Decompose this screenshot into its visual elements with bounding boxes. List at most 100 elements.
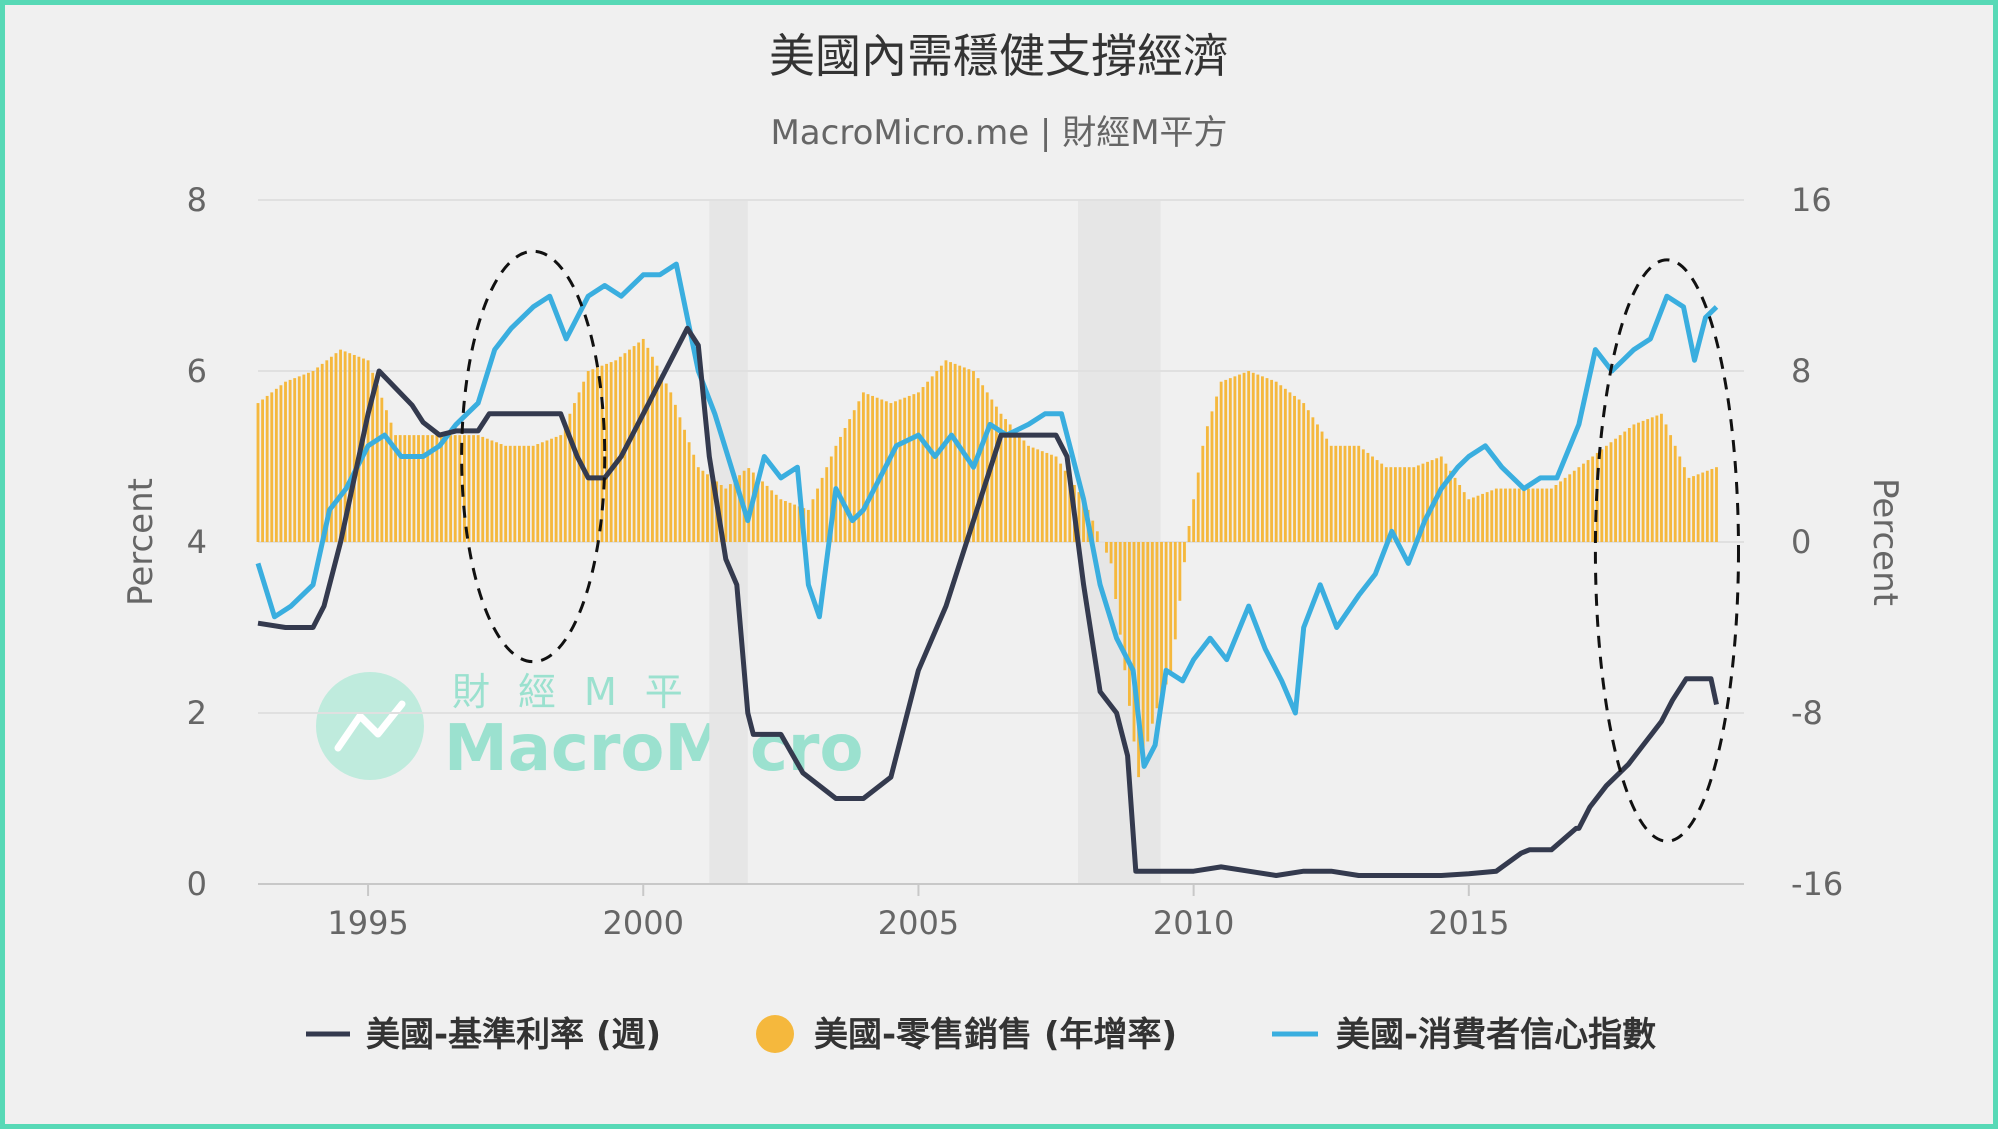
- confidence-line: [255, 261, 1719, 769]
- retail-bar-155: [967, 369, 971, 542]
- retail-bar-123: [820, 477, 824, 542]
- y-right-tick-label-4: 16: [1791, 181, 1832, 219]
- retail-bar-67: [563, 424, 567, 542]
- retail-bar-315: [1701, 472, 1705, 542]
- retail-bar-277: [1527, 488, 1530, 542]
- retail-bar-197: [1160, 542, 1163, 697]
- retail-bar-195: [1150, 542, 1154, 724]
- legend-label-rate: 美國-基準利率 (週): [366, 1015, 661, 1055]
- legend-label-confidence: 美國-消費者信心指數: [1336, 1015, 1656, 1055]
- retail-bar-101: [719, 485, 723, 542]
- retail-bar-296: [1614, 438, 1618, 542]
- retail-bar-93: [683, 429, 686, 542]
- retail-bar-114: [779, 499, 783, 542]
- retail-bar-4: [274, 388, 278, 542]
- retail-bar-237: [1343, 445, 1347, 542]
- retail-bar-42: [449, 435, 453, 542]
- retail-bar-168: [1027, 445, 1030, 542]
- retail-bar-85: [646, 347, 650, 542]
- legend-item-confidence[interactable]: 美國-消費者信心指數: [1272, 1015, 1656, 1055]
- retail-bar-202: [1183, 542, 1186, 563]
- retail-bar-158: [981, 385, 985, 542]
- retail-bar-14: [320, 363, 324, 542]
- retail-bar-170: [1036, 449, 1040, 542]
- retail-bar-254: [1421, 463, 1425, 542]
- retail-bar-191: [1132, 542, 1136, 742]
- retail-bar-227: [1297, 399, 1301, 542]
- retail-bar-166: [1017, 435, 1021, 542]
- legend-item-retail[interactable]: 美國-零售銷售 (年增率): [756, 1015, 1177, 1055]
- retail-bar-298: [1623, 431, 1627, 542]
- retail-bar-78: [614, 360, 618, 542]
- retail-bar-5: [279, 385, 283, 542]
- retail-bar-252: [1412, 467, 1416, 542]
- retail-bar-204: [1192, 499, 1196, 542]
- legend: 美國-基準利率 (週) 美國-零售銷售 (年增率) 美國-消費者信心指數: [306, 1015, 1656, 1055]
- retail-bar-248: [1394, 467, 1397, 542]
- retail-bar-107: [747, 468, 751, 542]
- retail-bar-217: [1251, 372, 1255, 542]
- retail-bar-289: [1582, 463, 1585, 542]
- retail-bar-118: [797, 506, 801, 542]
- retail-bar-149: [939, 365, 943, 542]
- retail-bar-314: [1696, 474, 1700, 542]
- retail-bar-286: [1568, 474, 1572, 542]
- retail-bar-153: [958, 365, 962, 542]
- retail-bar-287: [1572, 470, 1576, 542]
- retail-bar-12: [311, 371, 315, 542]
- retail-bar-274: [1513, 488, 1517, 542]
- watermark-logo-stroke: [334, 700, 406, 752]
- retail-bar-219: [1261, 376, 1264, 542]
- retail-bar-226: [1293, 395, 1296, 542]
- retail-bar-55: [508, 445, 512, 542]
- retail-bar-188: [1118, 542, 1122, 635]
- retail-bar-62: [540, 442, 544, 542]
- retail-bar-260: [1449, 470, 1452, 542]
- retail-bar-236: [1338, 445, 1342, 542]
- retail-bar-205: [1196, 472, 1200, 542]
- retail-bar-64: [550, 438, 553, 542]
- retail-bar-40: [440, 435, 443, 542]
- retail-bar-90: [669, 392, 673, 542]
- retail-bar-278: [1531, 488, 1535, 542]
- retail-bar-63: [545, 440, 549, 542]
- retail-bar-28: [384, 410, 388, 542]
- rate-line: [257, 325, 1719, 878]
- retail-bar-46: [467, 435, 471, 542]
- retail-bar-290: [1586, 460, 1590, 542]
- retail-bar-29: [389, 422, 393, 542]
- retail-bar-104: [733, 479, 737, 542]
- y-left-tick-label-3: 6: [187, 352, 207, 390]
- retail-bar-111: [765, 485, 769, 542]
- retail-bar-135: [875, 397, 879, 542]
- y-left-tick-label-0: 0: [187, 865, 207, 903]
- retail-bar-173: [1050, 454, 1053, 542]
- retail-bar-95: [692, 454, 696, 542]
- retail-bar-194: [1146, 542, 1150, 742]
- retail-bar-121: [811, 499, 815, 542]
- retail-bar-25: [371, 372, 375, 542]
- retail-bar-124: [825, 467, 829, 542]
- retail-bar-125: [829, 456, 833, 542]
- retail-bar-310: [1678, 456, 1682, 542]
- retail-bar-311: [1682, 467, 1686, 542]
- retail-bar-112: [770, 490, 774, 542]
- retail-bar-105: [738, 475, 741, 542]
- legend-item-rate[interactable]: 美國-基準利率 (週): [306, 1015, 661, 1055]
- retail-bar-20: [348, 353, 352, 542]
- retail-bar-137: [884, 401, 888, 542]
- retail-bar-83: [637, 342, 641, 542]
- retail-bar-139: [894, 401, 897, 542]
- retail-bar-317: [1710, 468, 1714, 542]
- retail-bar-174: [1054, 456, 1058, 542]
- retail-bar-138: [889, 403, 893, 542]
- retail-bar-200: [1173, 542, 1177, 640]
- retail-bar-240: [1357, 445, 1361, 542]
- retail-bar-190: [1127, 542, 1131, 706]
- retail-bar-223: [1279, 385, 1283, 542]
- retail-bar-216: [1247, 371, 1251, 542]
- retail-bar-199: [1169, 542, 1173, 673]
- retail-bar-156: [972, 371, 975, 542]
- retail-bar-185: [1105, 542, 1108, 553]
